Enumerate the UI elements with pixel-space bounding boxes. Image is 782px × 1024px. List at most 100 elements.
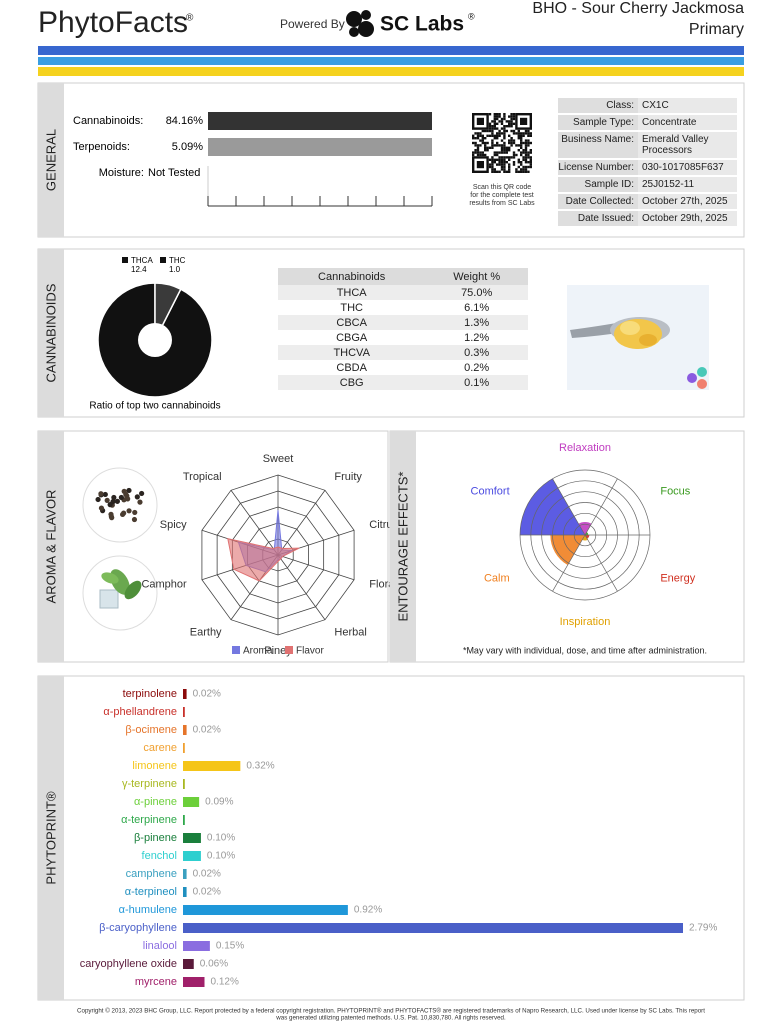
radar-label: Fruity — [334, 471, 362, 483]
qr-module — [479, 151, 482, 154]
table-cell: 0.2% — [425, 360, 528, 375]
qr-caption: for the complete test — [470, 192, 533, 199]
qr-module — [498, 163, 501, 166]
qr-module — [520, 153, 523, 157]
qr-finder — [520, 117, 528, 125]
table-cell: 0.1% — [425, 375, 528, 390]
terpene-bar — [183, 977, 205, 987]
qr-module — [488, 165, 492, 169]
qr-module — [488, 129, 492, 133]
legend-swatch — [285, 646, 293, 654]
radar-label: Sweet — [263, 453, 294, 465]
peppercorn — [111, 494, 117, 501]
qr-module — [493, 151, 496, 154]
qr-module — [493, 122, 496, 125]
info-value: Emerald Valley Processors — [638, 132, 737, 158]
metric-name: Terpenoids: — [73, 141, 130, 153]
qr-module — [479, 144, 482, 147]
qr-module — [488, 163, 492, 166]
leaf — [124, 580, 142, 600]
qr-module — [498, 158, 501, 161]
info-label: Sample Type: — [558, 115, 638, 130]
qr-module — [524, 144, 528, 147]
qr-module — [476, 149, 480, 152]
qr-module — [476, 146, 480, 149]
logo-dot — [687, 373, 697, 383]
qr-module — [503, 141, 506, 145]
qr-module — [503, 149, 506, 152]
qr-module — [508, 149, 511, 152]
info-row: Date Collected: October 27th, 2025 — [558, 194, 737, 209]
info-row: License Number: 030-1017085F637 — [558, 160, 737, 175]
brand: PhytoFacts — [38, 6, 188, 39]
qr-module — [496, 137, 499, 140]
section-tab — [38, 83, 64, 237]
qr-module — [474, 132, 477, 135]
terpene-name: linalool — [143, 940, 177, 952]
qr-module — [496, 170, 499, 173]
peppercorn — [104, 497, 110, 503]
qr-module — [486, 141, 489, 145]
radar-spoke — [277, 554, 355, 581]
qr-module — [524, 151, 528, 154]
qr-module — [522, 151, 525, 154]
section-tab — [390, 431, 416, 662]
qr-module — [517, 165, 520, 169]
qr-module — [505, 161, 508, 164]
qr-module — [481, 129, 484, 133]
qr-module — [503, 151, 506, 154]
qr-module — [512, 132, 516, 135]
terpene-name: α-phellandrene — [103, 706, 177, 718]
terpene-name: α-pinene — [134, 796, 177, 808]
qr-module — [491, 146, 494, 149]
qr-module — [505, 149, 508, 152]
info-value: 25J0152-11 — [638, 177, 737, 192]
qr-module — [522, 132, 525, 135]
table-row: CBDA 0.2% — [278, 360, 528, 375]
qr-module — [484, 137, 487, 140]
polar-spoke — [552, 534, 586, 592]
qr-module — [522, 168, 525, 171]
qr-module — [491, 129, 494, 133]
qr-module — [481, 139, 484, 142]
peppercorn — [126, 508, 132, 514]
table-cell: CBGA — [278, 330, 426, 345]
qr-module — [474, 141, 477, 145]
legend-label: THC — [169, 256, 186, 265]
peppercorn — [102, 491, 108, 498]
qr-module — [505, 129, 508, 133]
metric-value: 84.16% — [166, 115, 204, 127]
ice-cube — [99, 589, 119, 609]
qr-module — [508, 115, 511, 118]
qr-module — [520, 161, 523, 164]
product-name: BHO - Sour Cherry Jackmosa — [532, 0, 744, 17]
table-cell: CBCA — [278, 315, 426, 330]
info-row: Sample Type: Concentrate — [558, 115, 737, 130]
effect-sector — [550, 535, 585, 566]
qr-module — [491, 134, 494, 137]
table-cell: 0.3% — [425, 345, 528, 360]
qr-module — [527, 153, 530, 157]
qr-module — [493, 125, 496, 128]
qr-module — [498, 170, 501, 173]
qr-module — [524, 170, 528, 173]
qr-module — [503, 144, 506, 147]
qr-module — [500, 146, 504, 149]
qr-module — [493, 134, 496, 137]
qr-module — [512, 163, 516, 166]
qr-module — [476, 151, 480, 154]
stripe — [38, 67, 744, 76]
effect-label: Energy — [660, 572, 695, 584]
qr-module — [496, 127, 499, 130]
qr-module — [503, 161, 506, 164]
qr-module — [527, 156, 530, 159]
qr-module — [491, 163, 494, 166]
qr-module — [527, 144, 530, 147]
info-value: CX1C — [638, 98, 737, 113]
table-header: Weight % — [425, 268, 528, 285]
qr-module — [527, 132, 530, 135]
info-value: October 29th, 2025 — [638, 211, 737, 226]
qr-module — [479, 153, 482, 157]
photo-extract — [639, 334, 657, 346]
qr-module — [503, 113, 506, 116]
